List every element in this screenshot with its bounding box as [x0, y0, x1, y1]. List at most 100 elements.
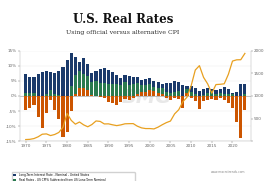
Bar [243, 84, 246, 96]
Bar [115, 84, 118, 96]
Bar [107, 84, 110, 96]
Bar [90, 95, 93, 96]
Text: U.S. Real Rates: U.S. Real Rates [73, 13, 173, 26]
Bar [98, 69, 102, 96]
Bar [218, 96, 222, 98]
Bar [206, 96, 209, 100]
Bar [210, 96, 213, 99]
Bar [157, 88, 160, 96]
Bar [177, 96, 180, 99]
Bar [53, 96, 56, 110]
Bar [61, 96, 64, 137]
Bar [218, 89, 222, 96]
Bar [231, 96, 234, 108]
Bar [86, 64, 89, 96]
Bar [227, 89, 230, 96]
Bar [82, 88, 85, 96]
Bar [115, 96, 118, 105]
Bar [37, 96, 40, 97]
Bar [37, 74, 40, 96]
Bar [169, 93, 172, 96]
Bar [243, 96, 246, 110]
Bar [210, 91, 213, 96]
Bar [198, 90, 201, 96]
Bar [103, 83, 106, 96]
Bar [157, 93, 160, 96]
Bar [28, 93, 32, 96]
Bar [103, 68, 106, 96]
Bar [128, 96, 131, 100]
Bar [66, 96, 69, 132]
Bar [28, 77, 32, 96]
Bar [37, 96, 40, 117]
Bar [214, 94, 218, 96]
Bar [66, 60, 69, 96]
Legend: Long-Term Interest Rate - Nominal - United States, Real Rates - US CPI% Subtract: Long-Term Interest Rate - Nominal - Unit… [12, 172, 134, 181]
Bar [194, 94, 197, 96]
Bar [32, 77, 35, 96]
Bar [173, 81, 176, 96]
Bar [111, 72, 114, 96]
Bar [53, 73, 56, 96]
Bar [119, 85, 122, 96]
Bar [231, 94, 234, 96]
Bar [95, 71, 98, 96]
Bar [148, 90, 151, 96]
Bar [49, 90, 52, 96]
Bar [107, 70, 110, 96]
Bar [177, 82, 180, 96]
Bar [119, 78, 122, 96]
Bar [49, 72, 52, 96]
Bar [190, 96, 193, 98]
Text: Using official versus alternative CPI: Using official versus alternative CPI [66, 30, 179, 35]
Bar [136, 94, 139, 96]
Bar [198, 96, 201, 109]
Bar [136, 83, 139, 96]
Bar [194, 96, 197, 100]
Bar [57, 71, 60, 96]
Bar [152, 91, 155, 96]
Bar [161, 94, 164, 96]
Bar [28, 96, 32, 108]
Bar [74, 94, 77, 96]
Bar [157, 82, 160, 96]
Bar [86, 90, 89, 96]
Bar [95, 81, 98, 96]
Bar [98, 96, 102, 97]
Bar [32, 93, 35, 96]
Bar [61, 96, 64, 107]
Bar [45, 94, 48, 96]
Bar [181, 85, 184, 96]
Bar [45, 71, 48, 96]
Bar [173, 92, 176, 96]
Bar [161, 84, 164, 96]
Bar [223, 94, 226, 96]
Bar [223, 87, 226, 96]
Bar [202, 95, 205, 96]
Bar [123, 82, 127, 96]
Bar [41, 96, 44, 128]
Bar [136, 77, 139, 96]
Bar [57, 95, 60, 96]
Bar [82, 74, 85, 96]
Bar [227, 96, 230, 103]
Bar [202, 96, 205, 101]
Bar [45, 96, 48, 113]
Bar [61, 68, 64, 96]
Bar [132, 84, 135, 96]
Bar [218, 93, 222, 96]
Bar [169, 96, 172, 100]
Bar [181, 96, 184, 108]
Bar [82, 58, 85, 96]
Bar [144, 79, 147, 96]
Bar [235, 96, 238, 110]
Bar [177, 91, 180, 96]
Bar [123, 75, 127, 96]
Bar [70, 96, 73, 110]
Bar [107, 96, 110, 102]
Bar [186, 86, 189, 96]
Bar [165, 96, 168, 98]
Bar [24, 93, 27, 96]
Bar [227, 94, 230, 96]
Bar [243, 94, 246, 96]
